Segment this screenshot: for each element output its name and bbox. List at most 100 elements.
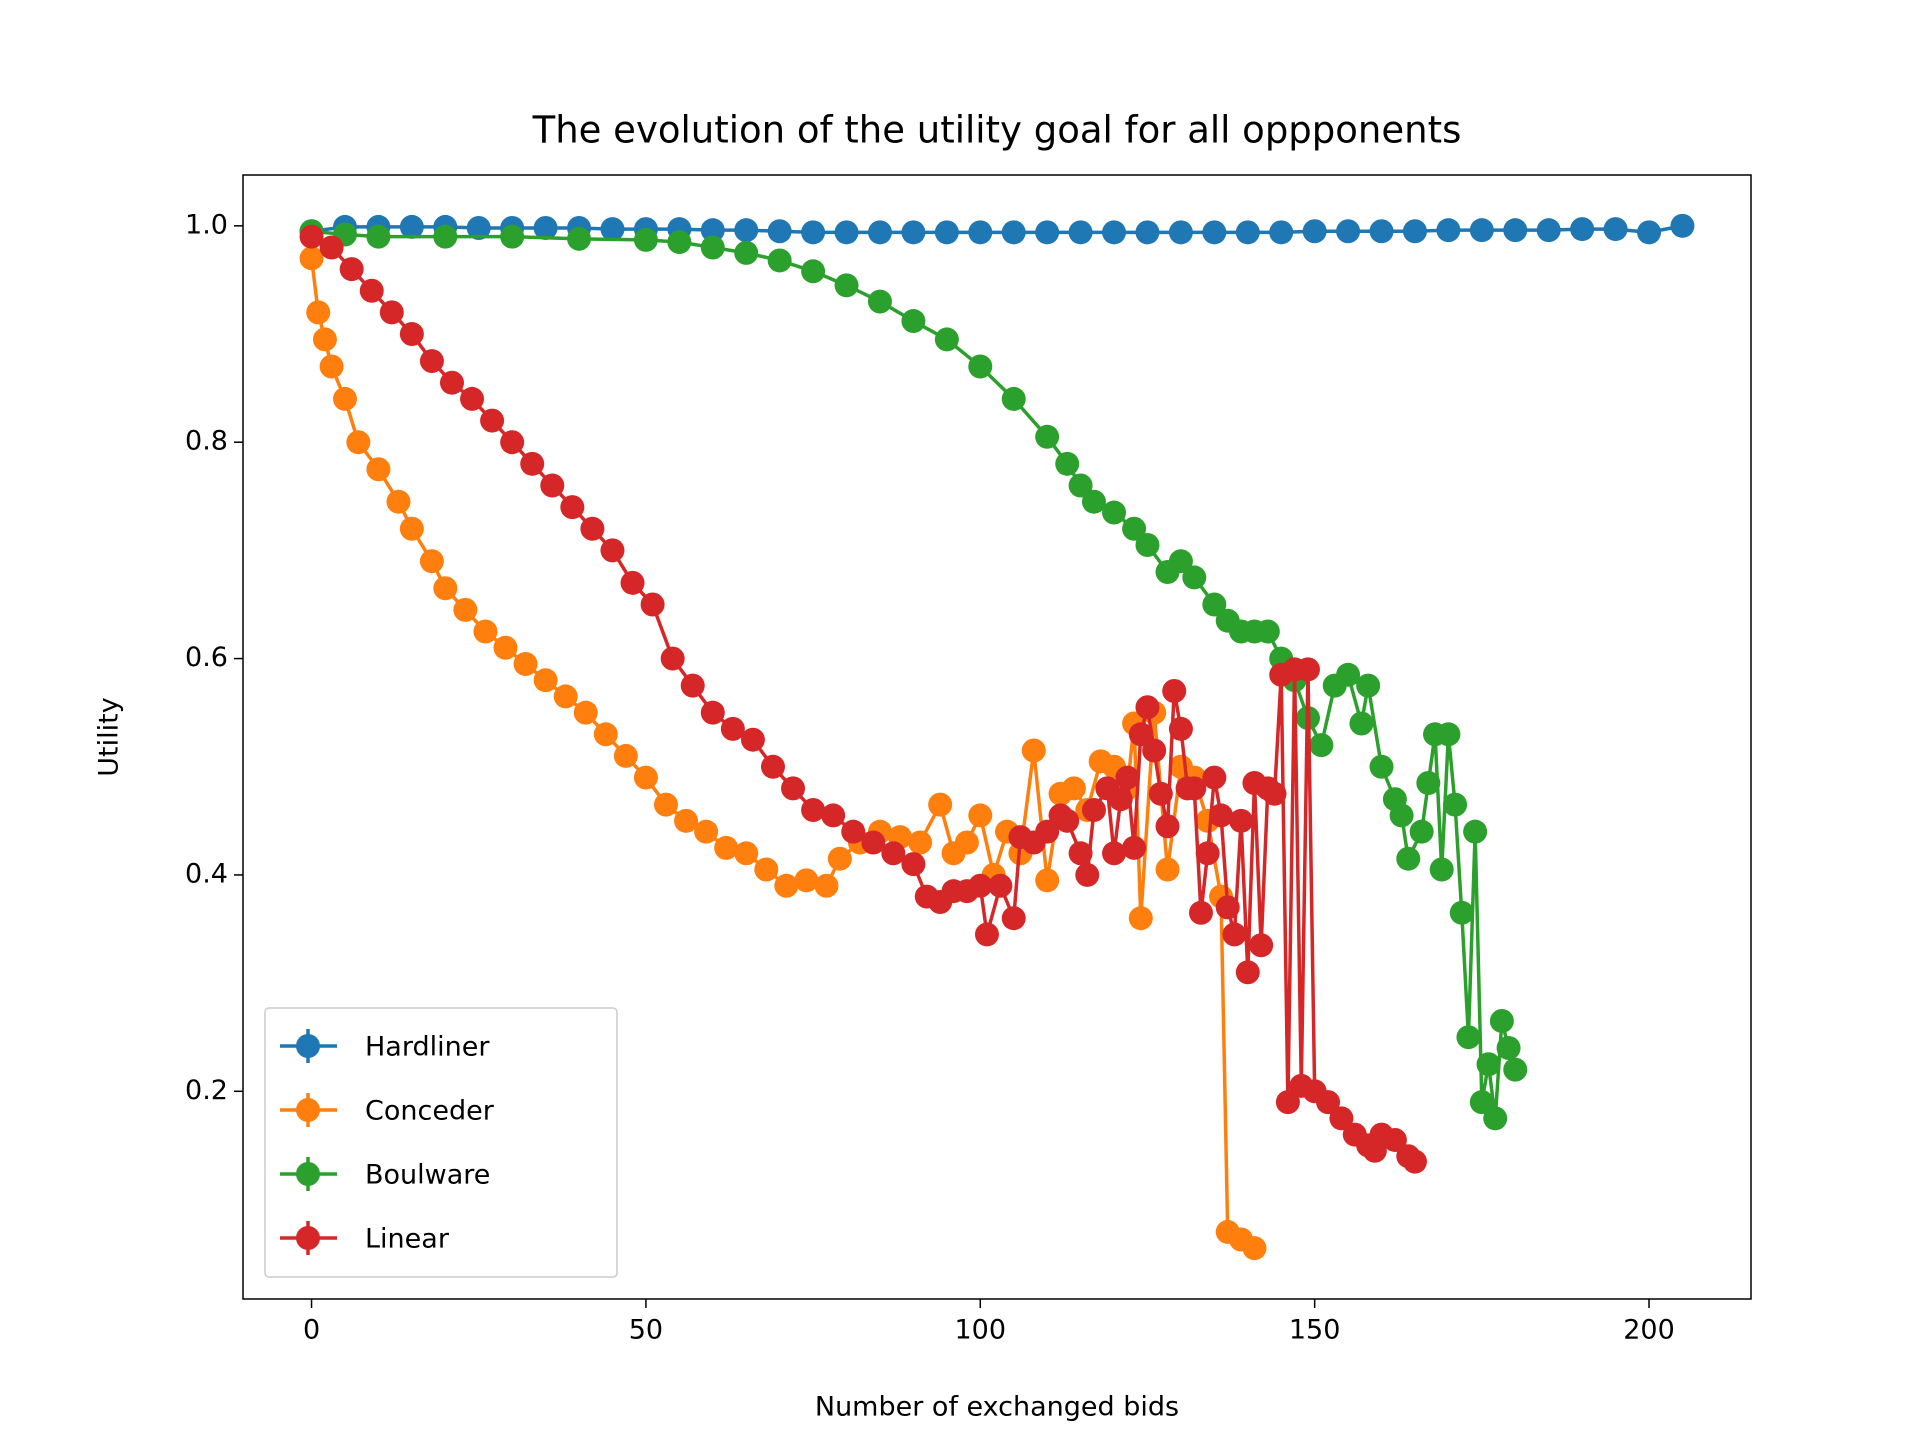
point: [861, 830, 886, 855]
point: [1128, 906, 1153, 931]
x-tick-label: 200: [1623, 1315, 1675, 1346]
point: [734, 841, 759, 866]
point: [827, 846, 852, 871]
point: [319, 354, 344, 379]
point: [1429, 857, 1454, 882]
point: [1061, 776, 1086, 801]
point: [901, 220, 926, 245]
point: [1155, 814, 1180, 839]
point: [1215, 895, 1240, 920]
point: [386, 489, 411, 514]
point: [1235, 220, 1260, 245]
point: [1469, 218, 1494, 243]
point: [1168, 716, 1193, 741]
point: [660, 646, 685, 671]
point: [1128, 722, 1153, 747]
series: [299, 224, 1427, 1174]
point: [700, 700, 725, 725]
point: [821, 803, 846, 828]
point: [560, 495, 585, 520]
point: [1168, 549, 1193, 574]
point: [1503, 1057, 1528, 1082]
legend: Hardliner Conceder Boulware Linear: [264, 1007, 618, 1278]
point: [794, 868, 819, 893]
point: [1242, 1236, 1267, 1261]
point: [1168, 220, 1193, 245]
point: [633, 227, 658, 252]
point: [1068, 220, 1093, 245]
point: [500, 224, 525, 249]
point: [934, 220, 959, 245]
y-tick-label: 0.4: [185, 858, 228, 889]
x-tick-label: 0: [303, 1315, 320, 1346]
point: [674, 808, 699, 833]
point: [1356, 673, 1381, 698]
point: [653, 792, 678, 817]
point: [1122, 835, 1147, 860]
point: [1349, 711, 1374, 736]
point: [480, 408, 505, 433]
point: [867, 220, 892, 245]
point: [1155, 857, 1180, 882]
point: [433, 576, 458, 601]
point: [1068, 473, 1093, 498]
point: [1102, 500, 1127, 525]
point: [694, 819, 719, 844]
point: [1001, 906, 1026, 931]
point: [533, 668, 558, 693]
series: [299, 213, 1695, 245]
x-tick-label: 50: [629, 1315, 663, 1346]
point: [1369, 754, 1394, 779]
y-axis-label: Utility: [94, 697, 125, 776]
point: [814, 873, 839, 898]
point: [613, 743, 638, 768]
point: [1449, 900, 1474, 925]
point: [680, 673, 705, 698]
point: [1148, 781, 1173, 806]
point: [573, 700, 598, 725]
point: [968, 873, 993, 898]
point: [1503, 218, 1528, 243]
point: [1262, 781, 1287, 806]
point: [1489, 1008, 1514, 1033]
point: [366, 224, 391, 249]
point: [580, 516, 605, 541]
point: [841, 819, 866, 844]
point: [1209, 803, 1234, 828]
point: [700, 235, 725, 260]
point: [379, 300, 404, 325]
point: [1035, 819, 1060, 844]
point: [1115, 765, 1140, 790]
point: [306, 300, 331, 325]
point: [319, 235, 344, 260]
chart-title: The evolution of the utility goal for al…: [532, 109, 1462, 152]
point: [1001, 220, 1026, 245]
point: [620, 570, 645, 595]
point: [801, 798, 826, 823]
point: [1402, 219, 1427, 244]
point: [1336, 662, 1361, 687]
point: [600, 538, 625, 563]
point: [540, 473, 565, 498]
point: [767, 219, 792, 244]
legend-marker: [296, 1226, 320, 1250]
point: [1182, 565, 1207, 590]
point: [1309, 733, 1334, 758]
point: [1469, 1090, 1494, 1115]
y-tick-label: 0.2: [185, 1075, 228, 1106]
point: [767, 248, 792, 273]
point: [493, 635, 518, 660]
point: [1436, 218, 1461, 243]
point: [1035, 424, 1060, 449]
point: [740, 727, 765, 752]
point: [1329, 1106, 1354, 1131]
point: [1255, 619, 1280, 644]
point: [1316, 1090, 1341, 1115]
point: [1269, 220, 1294, 245]
point: [1670, 213, 1695, 238]
point: [1235, 960, 1260, 985]
point: [1496, 1036, 1521, 1061]
point: [1603, 217, 1628, 242]
point: [346, 430, 371, 455]
